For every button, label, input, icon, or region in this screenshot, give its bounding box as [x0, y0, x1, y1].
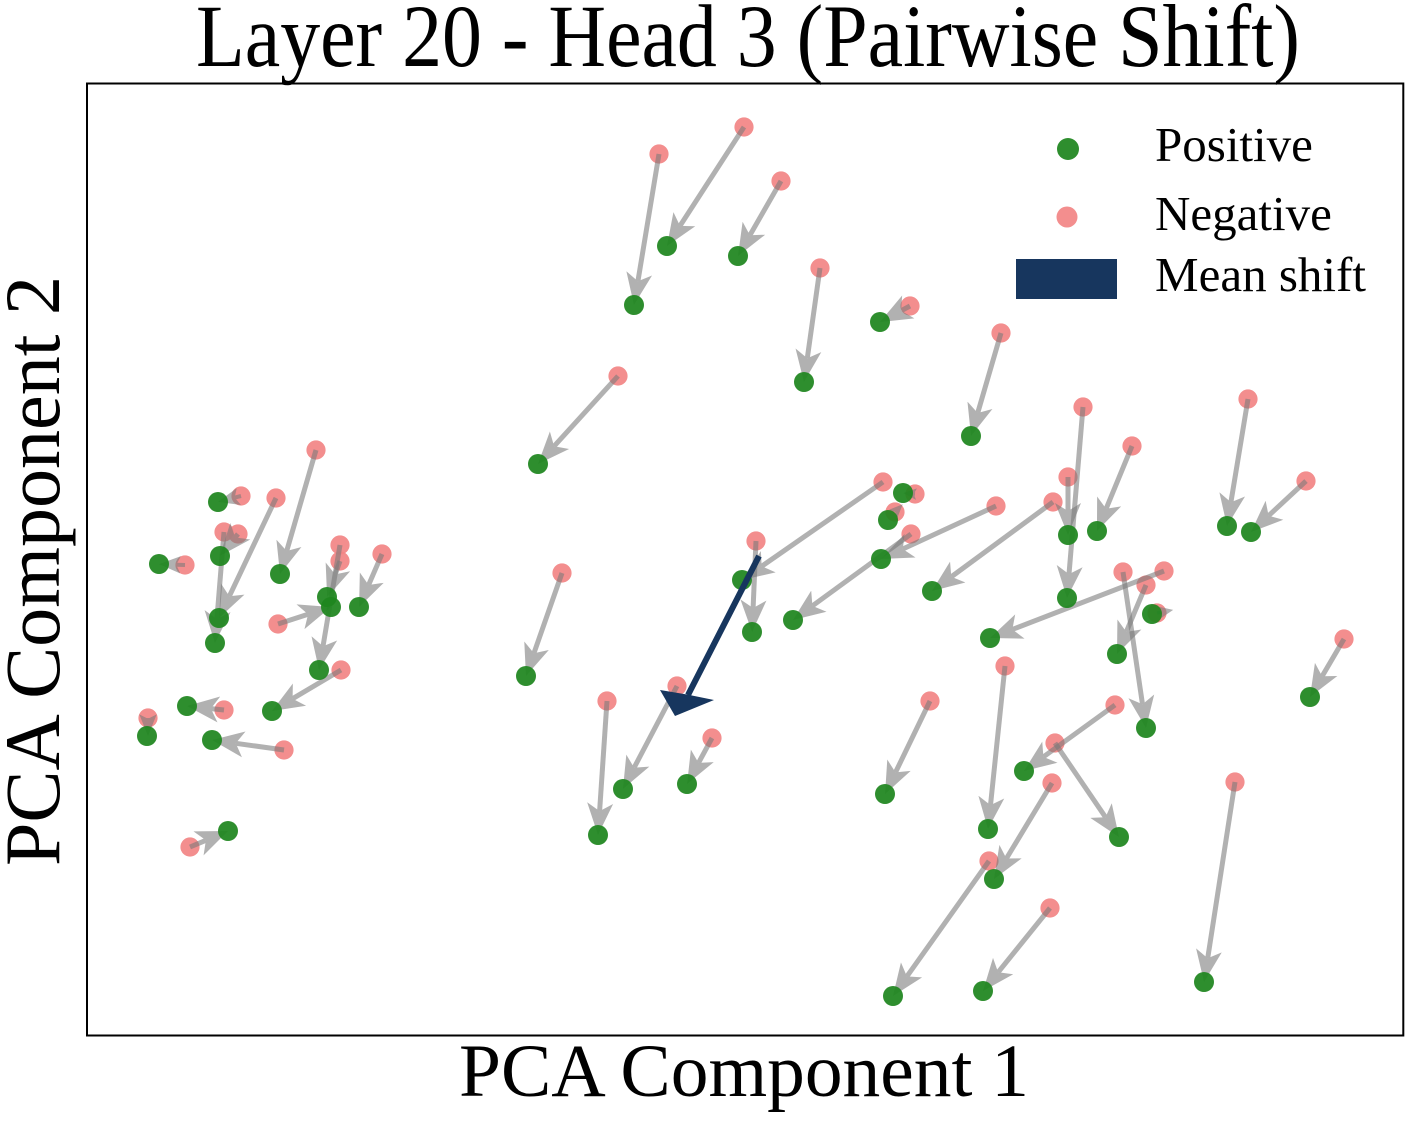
svg-text:Positive: Positive	[1155, 117, 1313, 172]
svg-text:PCA Component 1: PCA Component 1	[459, 1030, 1029, 1113]
svg-text:Layer 20 - Head 3 (Pairwise Sh: Layer 20 - Head 3 (Pairwise Shift)	[196, 0, 1300, 86]
svg-text:Negative: Negative	[1155, 186, 1332, 241]
svg-text:PCA Component 2: PCA Component 2	[0, 276, 76, 866]
svg-text:Mean shift: Mean shift	[1155, 247, 1366, 302]
